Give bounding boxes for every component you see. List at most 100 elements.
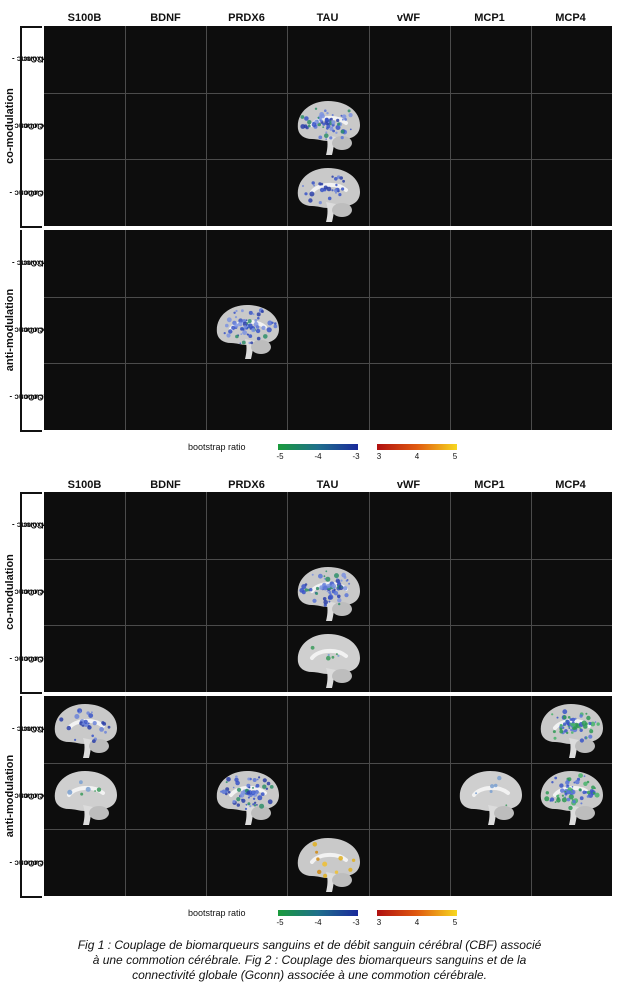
group-bracket-co-modulation bbox=[20, 492, 22, 692]
caption-line-1: Fig 1 : Couplage de biomarqueurs sanguin… bbox=[77, 938, 542, 952]
legend-tick: -3 bbox=[352, 918, 360, 927]
panel-anti-modulation bbox=[44, 230, 612, 430]
grid-line bbox=[287, 696, 288, 896]
brain-rendering bbox=[297, 567, 360, 621]
group-bracket-bottom bbox=[20, 896, 42, 898]
column-header-s100b: S100B bbox=[67, 479, 102, 491]
brain-rendering bbox=[297, 634, 360, 688]
brain-rendering bbox=[54, 771, 117, 825]
figure-1: S100B BDNF PRDX6 TAU vWF MCP1 MCP4 co-mo… bbox=[0, 0, 619, 470]
panel-anti-modulation bbox=[44, 696, 612, 896]
legend-title: bootstrap ratio bbox=[188, 442, 246, 452]
panel-co-modulation bbox=[44, 492, 612, 692]
grid-line bbox=[44, 559, 612, 560]
group-separator bbox=[44, 226, 612, 230]
grid-line bbox=[450, 230, 451, 430]
caption-line-2: à une commotion cérébrale. Fig 2 : Coupl… bbox=[92, 953, 527, 967]
group-bracket-top bbox=[20, 492, 42, 494]
grid-line bbox=[531, 26, 532, 226]
group-bracket-anti-modulation bbox=[20, 230, 22, 430]
legend-tick: -5 bbox=[276, 918, 284, 927]
grid-line bbox=[287, 492, 288, 692]
grid-line bbox=[531, 230, 532, 430]
column-headers: S100B BDNF PRDX6 TAU vWF MCP1 MCP4 bbox=[44, 12, 612, 32]
column-header-prdx6: PRDX6 bbox=[228, 12, 265, 24]
grid-line bbox=[44, 363, 612, 364]
legend-title: bootstrap ratio bbox=[188, 908, 246, 918]
column-header-tau: TAU bbox=[316, 12, 339, 24]
caption-line-3: connectivité globale (Gconn) associée à … bbox=[132, 968, 487, 982]
column-header-mcp4: MCP4 bbox=[555, 479, 586, 491]
grid-line bbox=[44, 829, 612, 830]
grid-line bbox=[206, 492, 207, 692]
column-headers: S100B BDNF PRDX6 TAU vWF MCP1 MCP4 bbox=[44, 479, 612, 499]
legend-negative-bar bbox=[278, 910, 358, 916]
grid-line bbox=[369, 492, 370, 692]
brain-cell bbox=[49, 765, 121, 832]
grid-line bbox=[44, 297, 612, 298]
legend-negative-bar bbox=[278, 444, 358, 450]
brain-cell bbox=[292, 561, 364, 628]
brain-cell bbox=[535, 765, 607, 832]
column-header-mcp1: MCP1 bbox=[474, 12, 505, 24]
legend-positive-bar bbox=[377, 910, 457, 916]
grid-line bbox=[44, 763, 612, 764]
column-header-vwf: vWF bbox=[396, 12, 421, 24]
figure-2: S100B BDNF PRDX6 TAU vWF MCP1 MCP4 co-mo… bbox=[0, 470, 619, 930]
panel-co-modulation bbox=[44, 26, 612, 226]
brain-rendering bbox=[297, 838, 360, 892]
column-header-bdnf: BDNF bbox=[150, 479, 181, 491]
grid-line bbox=[450, 696, 451, 896]
brain-rendering bbox=[216, 771, 279, 825]
brain-cell bbox=[292, 628, 364, 695]
grid-line bbox=[531, 696, 532, 896]
legend: bootstrap ratio -5 -4 -3 3 4 5 bbox=[0, 906, 619, 936]
brain-cell bbox=[454, 765, 526, 832]
grid-line bbox=[369, 696, 370, 896]
brain-rendering bbox=[297, 101, 360, 155]
column-header-bdnf: BDNF bbox=[150, 12, 181, 24]
grid-line bbox=[125, 492, 126, 692]
grid-line bbox=[450, 492, 451, 692]
legend-tick: 5 bbox=[452, 918, 458, 927]
grid-line bbox=[44, 159, 612, 160]
legend-tick: 4 bbox=[414, 452, 420, 461]
grid-line bbox=[450, 26, 451, 226]
brain-cell bbox=[211, 299, 283, 366]
grid-line bbox=[125, 696, 126, 896]
brain-cell bbox=[292, 95, 364, 162]
grid-line bbox=[44, 93, 612, 94]
legend-tick: 3 bbox=[376, 918, 382, 927]
legend-tick: -5 bbox=[276, 452, 284, 461]
brain-rendering bbox=[540, 771, 603, 825]
brain-cell bbox=[292, 162, 364, 229]
brain-rendering bbox=[54, 704, 117, 758]
brain-cell bbox=[535, 698, 607, 765]
group-bracket-bottom bbox=[20, 430, 42, 432]
legend: bootstrap ratio -5 -4 -3 3 4 5 bbox=[0, 440, 619, 470]
legend-tick: -4 bbox=[314, 918, 322, 927]
column-header-prdx6: PRDX6 bbox=[228, 479, 265, 491]
legend-tick: 5 bbox=[452, 452, 458, 461]
legend-tick: -3 bbox=[352, 452, 360, 461]
grid-line bbox=[125, 26, 126, 226]
grid-line bbox=[287, 230, 288, 430]
grid-line bbox=[125, 230, 126, 430]
brain-rendering bbox=[216, 305, 279, 359]
brain-rendering bbox=[540, 704, 603, 758]
group-bracket-co-modulation bbox=[20, 26, 22, 226]
brain-rendering bbox=[297, 168, 360, 222]
column-header-vwf: vWF bbox=[396, 479, 421, 491]
grid-line bbox=[206, 696, 207, 896]
grid-line bbox=[287, 26, 288, 226]
group-bracket-divider bbox=[20, 226, 42, 228]
brain-cell bbox=[49, 698, 121, 765]
column-header-tau: TAU bbox=[316, 479, 339, 491]
grid-line bbox=[44, 625, 612, 626]
column-header-mcp4: MCP4 bbox=[555, 12, 586, 24]
brain-rendering bbox=[459, 771, 522, 825]
group-bracket-anti-modulation bbox=[20, 696, 22, 896]
grid-line bbox=[531, 492, 532, 692]
legend-tick: 4 bbox=[414, 918, 420, 927]
legend-tick: -4 bbox=[314, 452, 322, 461]
